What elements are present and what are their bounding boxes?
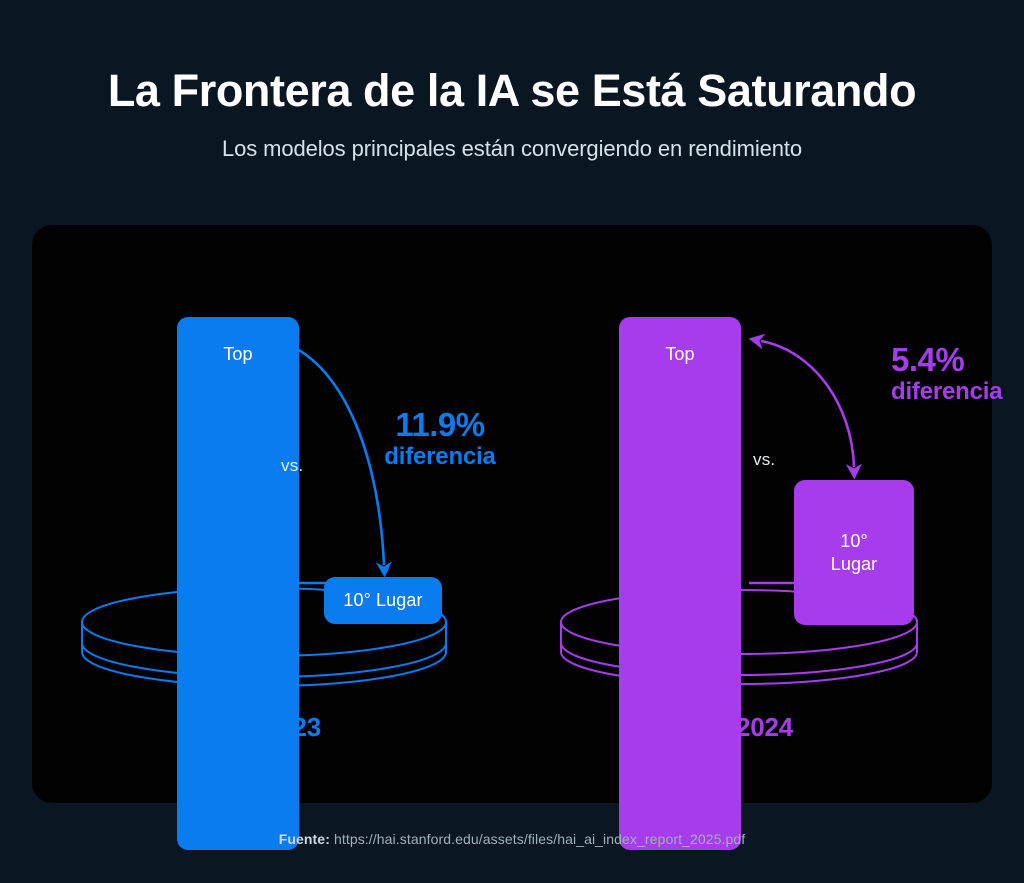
bar-top-2024[interactable]: Top: [619, 317, 741, 850]
panel-2024: Top 10° Lugar vs. 5.4% diferencia 2024: [502, 225, 1003, 850]
bar-tenth-2024[interactable]: 10° Lugar: [794, 480, 914, 625]
year-label-2024: 2024: [736, 712, 794, 742]
bar-tenth-2023[interactable]: 10° Lugar: [324, 577, 442, 624]
difference-word-2023: diferencia: [384, 442, 496, 470]
year-label-2023: 2023: [264, 712, 322, 742]
difference-callout-2023: 11.9% diferencia: [360, 406, 520, 471]
bar-top-2024-label: Top: [665, 344, 695, 364]
difference-value-2023: 11.9%: [395, 406, 485, 443]
bar-top-2023-label: Top: [223, 344, 253, 364]
page-title: La Frontera de la IA se Está Saturando: [107, 65, 917, 116]
source-url[interactable]: https://hai.stanford.edu/assets/files/ha…: [333, 831, 746, 847]
difference-value-2024: 5.4%: [891, 341, 965, 378]
vs-label-2024: vs.: [753, 450, 776, 469]
bar-tenth-2023-label: 10° Lugar: [343, 590, 423, 611]
difference-arrow-2024: [748, 333, 862, 585]
panel-2023: Top 10° Lugar vs. 11.9% diferencia 2023: [32, 225, 522, 850]
vs-label-2023: vs.: [281, 456, 304, 475]
source-line: Fuente: https://hai.stanford.edu/assets/…: [0, 831, 1024, 847]
bar-tenth-2024-label-line2: Lugar: [830, 553, 878, 574]
source-label: Fuente:: [278, 831, 334, 847]
difference-callout-2024: 5.4% diferencia: [891, 341, 1024, 406]
difference-word-2024: diferencia: [891, 377, 1003, 405]
bar-tenth-2024-label-line1: 10°: [840, 531, 868, 551]
chart-card: Top 10° Lugar vs. 11.9% diferencia 2023: [32, 225, 1003, 850]
page-subtitle: Los modelos principales están convergien…: [221, 136, 803, 161]
bar-top-2023[interactable]: Top: [177, 317, 299, 850]
